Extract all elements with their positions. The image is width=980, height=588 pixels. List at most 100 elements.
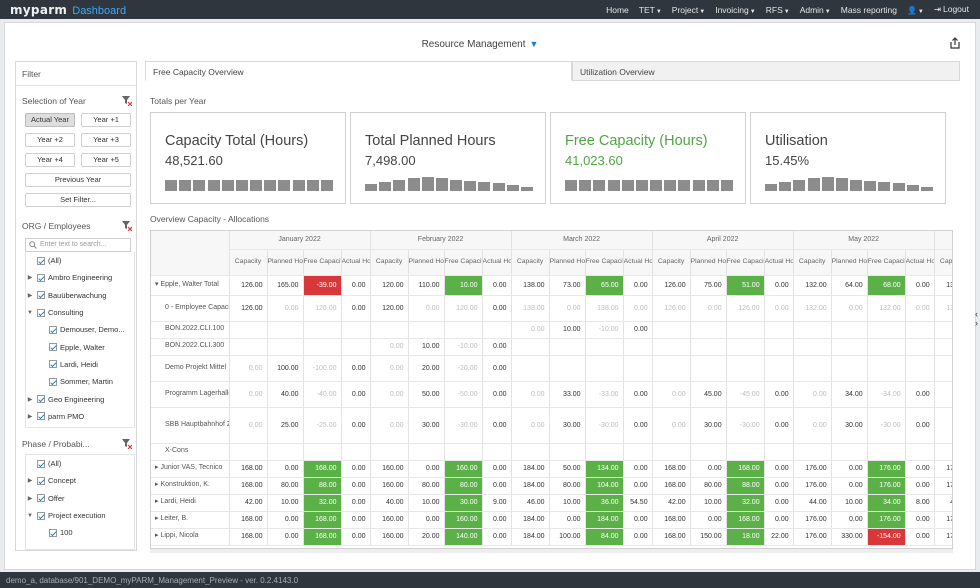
funnel-icon[interactable]: ▼ — [529, 39, 539, 49]
year-plus-2-button[interactable]: Year +2 — [25, 133, 75, 147]
table-row[interactable]: ▸ Leiter, B. 168.00 0.00 168.00 0.00 160.00 0.… — [151, 511, 952, 529]
column-header[interactable]: Actual Hours — [905, 249, 935, 276]
tree-item[interactable]: ▶ parm PMO — [26, 408, 134, 425]
tab-utilization[interactable]: Utilization Overview — [572, 61, 960, 81]
chevron-left-icon[interactable]: ‹ — [975, 309, 978, 319]
nav-admin[interactable]: Admin▼ — [795, 5, 836, 15]
column-header[interactable]: Free Capacity — [585, 249, 624, 276]
checkbox[interactable] — [49, 325, 57, 334]
nav-project[interactable]: Project▼ — [667, 5, 710, 15]
side-arrows[interactable]: ‹ › — [975, 310, 978, 328]
clear-org-filter-icon[interactable] — [122, 221, 132, 231]
checkbox[interactable] — [37, 511, 45, 520]
table-row[interactable]: BON.2022.CLI.300 0.00 10.00 -10.00 0.00 — [151, 338, 952, 356]
column-header[interactable]: Planned Hours — [267, 249, 304, 276]
column-header[interactable]: Capacity — [370, 249, 409, 276]
nav-invoicing[interactable]: Invoicing▼ — [710, 5, 761, 15]
expand-icon[interactable]: ▶ — [27, 495, 33, 502]
checkbox[interactable] — [49, 360, 57, 369]
table-row[interactable]: ▸ Lippi, Nicola 168.00 0.00 168.00 0.00 160.0… — [151, 528, 952, 546]
tree-item[interactable]: Sommer, Martin — [26, 373, 134, 390]
checkbox[interactable] — [37, 395, 45, 404]
column-header[interactable]: Capacity — [229, 249, 268, 276]
table-row[interactable]: Demo Projekt Mittel 0.00 100.00 -100.00 0.00… — [151, 355, 952, 382]
checkbox[interactable] — [37, 494, 45, 503]
column-header[interactable]: Free Capacity — [726, 249, 765, 276]
checkbox[interactable] — [37, 273, 45, 282]
tree-item[interactable]: ▶ Geo Engineering — [26, 390, 134, 407]
checkbox[interactable] — [49, 377, 57, 386]
nav-tet[interactable]: TET▼ — [634, 5, 667, 15]
horizontal-scrollbar[interactable] — [150, 549, 953, 553]
brand[interactable]: myparm Dashboard — [10, 3, 126, 17]
tree-item[interactable]: ▼ Consulting — [26, 304, 134, 321]
tree-item[interactable]: ▶ Ambro Engineering — [26, 269, 134, 286]
clear-phase-filter-icon[interactable] — [122, 439, 132, 449]
expand-icon[interactable]: ▶ — [27, 413, 33, 420]
tree-item[interactable]: Demouser, Demo... — [26, 321, 134, 338]
checkbox[interactable] — [37, 308, 45, 317]
tree-item[interactable]: (All) — [26, 455, 134, 472]
set-filter-button[interactable]: Set Filter... — [25, 193, 131, 207]
kpi-free-capacity[interactable]: Free Capacity (Hours) 41,023.60 — [550, 112, 746, 204]
column-header[interactable]: Capacity — [511, 249, 550, 276]
nav-mass-reporting[interactable]: Mass reporting — [836, 5, 902, 15]
tree-item[interactable]: (All) — [26, 252, 134, 269]
nav-logout[interactable]: ⇥ Logout — [929, 4, 974, 15]
table-row[interactable]: ▸ Junior VAS, Tecnico 168.00 0.00 168.00 0.0… — [151, 460, 952, 478]
table-row[interactable]: SBB Hauptbahnhof ZH0.0025.00-25.000.000.… — [151, 407, 952, 444]
table-row[interactable]: Programm Lagerhalle. 0.00 40.00 -40.00 0.00 0… — [151, 381, 952, 408]
tree-item[interactable]: ▼ Project execution — [26, 507, 134, 524]
column-header[interactable]: Capacity — [934, 249, 952, 276]
kpi-utilisation[interactable]: Utilisation 15.45% — [750, 112, 946, 204]
column-header[interactable]: Actual Hours — [341, 249, 371, 276]
column-header[interactable]: Planned Hours — [690, 249, 727, 276]
actual-year-button[interactable]: Actual Year — [25, 113, 75, 127]
table-row[interactable]: X-Cons — [151, 443, 952, 461]
checkbox[interactable] — [37, 476, 45, 485]
year-plus-5-button[interactable]: Year +5 — [81, 153, 131, 167]
column-header[interactable]: Free Capacity — [444, 249, 483, 276]
tree-item[interactable]: ▶ Offer — [26, 490, 134, 507]
checkbox[interactable] — [49, 528, 57, 537]
column-header[interactable]: Capacity — [652, 249, 691, 276]
clear-filter-icon[interactable] — [122, 96, 132, 106]
tree-item[interactable]: Lardi, Heidi — [26, 356, 134, 373]
expand-icon[interactable]: ▶ — [27, 478, 33, 485]
column-header[interactable]: Actual Hours — [764, 249, 794, 276]
nav-user[interactable]: 👤▼ — [902, 5, 929, 15]
tree-item[interactable]: ▶ Concept — [26, 472, 134, 489]
table-row[interactable]: ▾ Epple, Walter Total 126.00 165.00 -39.00 0… — [151, 275, 952, 296]
tab-free-capacity[interactable]: Free Capacity Overview — [145, 61, 572, 81]
checkbox[interactable] — [37, 291, 45, 300]
org-search-input[interactable]: Enter text to search... — [25, 238, 131, 252]
checkbox[interactable] — [37, 459, 45, 468]
checkbox[interactable] — [37, 412, 45, 421]
column-header[interactable]: Planned Hours — [549, 249, 586, 276]
column-header[interactable]: Actual Hours — [482, 249, 512, 276]
nav-home[interactable]: Home — [601, 5, 634, 15]
collapse-icon[interactable]: ▼ — [27, 512, 33, 519]
tree-item[interactable]: Epple, Walter — [26, 338, 134, 355]
column-header[interactable]: Capacity — [793, 249, 832, 276]
column-header[interactable]: Free Capacity — [303, 249, 342, 276]
table-row[interactable]: ▸ Konstruktion, K. 168.00 80.00 88.00 0.00 16… — [151, 477, 952, 495]
year-plus-1-button[interactable]: Year +1 — [81, 113, 131, 127]
tree-item[interactable]: ▶ Bauüberwachung — [26, 287, 134, 304]
column-header[interactable]: Planned Hours — [831, 249, 868, 276]
checkbox[interactable] — [49, 343, 57, 352]
column-header[interactable]: Free Capacity — [867, 249, 906, 276]
kpi-capacity-total[interactable]: Capacity Total (Hours) 48,521.60 — [150, 112, 346, 204]
chevron-right-icon[interactable]: › — [975, 318, 978, 328]
previous-year-button[interactable]: Previous Year — [25, 173, 131, 187]
expand-icon[interactable]: ▶ — [27, 275, 33, 282]
table-row[interactable]: ▸ Lardi, Heidi 42.00 10.00 32.00 0.00 40.00 10… — [151, 494, 952, 512]
year-plus-3-button[interactable]: Year +3 — [81, 133, 131, 147]
column-header[interactable]: Actual Hours — [623, 249, 653, 276]
checkbox[interactable] — [37, 256, 45, 265]
year-plus-4-button[interactable]: Year +4 — [25, 153, 75, 167]
tree-item[interactable]: 100 — [26, 524, 134, 541]
nav-rfs[interactable]: RFS▼ — [761, 5, 795, 15]
expand-icon[interactable]: ▶ — [27, 396, 33, 403]
